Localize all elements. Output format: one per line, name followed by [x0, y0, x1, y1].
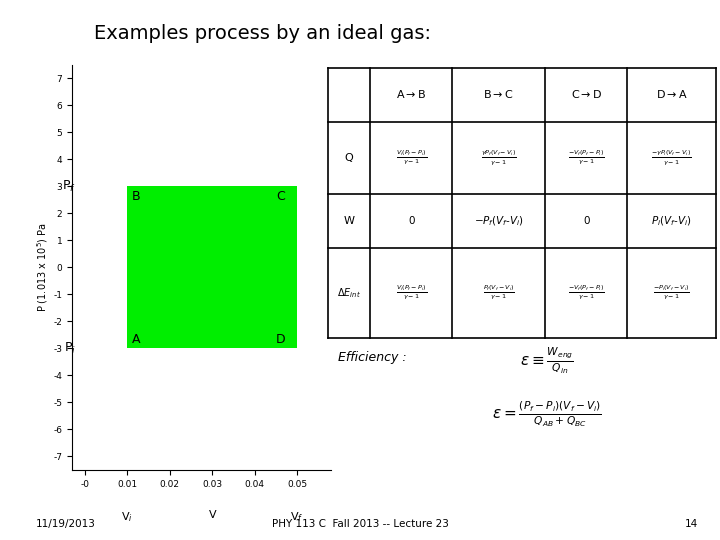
Text: $\frac{V_i(P_f-P_i)}{\gamma-1}$: $\frac{V_i(P_f-P_i)}{\gamma-1}$ — [396, 149, 427, 167]
Text: A$\rightarrow$B: A$\rightarrow$B — [396, 89, 426, 100]
Text: V$_f$: V$_f$ — [290, 510, 304, 524]
Text: $\Delta E_{int}$: $\Delta E_{int}$ — [337, 286, 361, 300]
Text: 0: 0 — [583, 217, 590, 226]
Text: V: V — [208, 510, 216, 521]
Text: PHY 113 C  Fall 2013 -- Lecture 23: PHY 113 C Fall 2013 -- Lecture 23 — [271, 519, 449, 529]
Y-axis label: P (1.013 x 10$^5$) Pa: P (1.013 x 10$^5$) Pa — [36, 222, 50, 312]
Text: 0: 0 — [408, 217, 415, 226]
Text: Q: Q — [345, 153, 354, 163]
Text: C: C — [276, 190, 284, 203]
Bar — [127, 186, 297, 348]
Text: B$\rightarrow$C: B$\rightarrow$C — [483, 89, 514, 100]
Text: C$\rightarrow$D: C$\rightarrow$D — [570, 89, 602, 100]
Text: W: W — [343, 217, 354, 226]
Text: D: D — [276, 333, 286, 346]
Text: $\frac{-P_i(V_f-V_i)}{\gamma-1}$: $\frac{-P_i(V_f-V_i)}{\gamma-1}$ — [653, 284, 690, 302]
Text: D$\rightarrow$A: D$\rightarrow$A — [656, 89, 688, 100]
Text: $-P_f(V_f$-$V_i)$: $-P_f(V_f$-$V_i)$ — [474, 214, 523, 228]
Text: 14: 14 — [685, 519, 698, 529]
Text: B: B — [132, 190, 140, 203]
Text: $\frac{V_i(P_f-P_i)}{\gamma-1}$: $\frac{V_i(P_f-P_i)}{\gamma-1}$ — [396, 284, 427, 302]
Text: $\frac{-\gamma P_i(V_f-V_i)}{\gamma-1}$: $\frac{-\gamma P_i(V_f-V_i)}{\gamma-1}$ — [652, 148, 692, 167]
Text: Efficiency :: Efficiency : — [338, 351, 407, 364]
Text: $\frac{\gamma P_f(V_f-V_i)}{\gamma-1}$: $\frac{\gamma P_f(V_f-V_i)}{\gamma-1}$ — [481, 148, 516, 167]
Text: 11/19/2013: 11/19/2013 — [36, 519, 96, 529]
Text: P$_f$: P$_f$ — [63, 179, 76, 194]
Text: A: A — [132, 333, 140, 346]
Text: $\frac{-V_f(P_f-P_i)}{\gamma-1}$: $\frac{-V_f(P_f-P_i)}{\gamma-1}$ — [568, 149, 605, 167]
Text: P$_i$: P$_i$ — [64, 341, 76, 356]
Text: $\varepsilon \equiv \frac{W_{eng}}{Q_{in}}$: $\varepsilon \equiv \frac{W_{eng}}{Q_{in… — [521, 346, 574, 376]
Text: $P_i(V_f$-$V_i)$: $P_i(V_f$-$V_i)$ — [652, 214, 692, 228]
Text: $\frac{P_f(V_f-V_i)}{\gamma-1}$: $\frac{P_f(V_f-V_i)}{\gamma-1}$ — [482, 284, 515, 302]
Text: V$_i$: V$_i$ — [122, 510, 133, 524]
Text: Examples process by an ideal gas:: Examples process by an ideal gas: — [94, 24, 431, 43]
Text: $\frac{-V_f(P_f-P_i)}{\gamma-1}$: $\frac{-V_f(P_f-P_i)}{\gamma-1}$ — [568, 284, 605, 302]
Text: $\varepsilon = \frac{(P_f - P_i)(V_f - V_i)}{Q_{AB} + Q_{BC}}$: $\varepsilon = \frac{(P_f - P_i)(V_f - V… — [492, 400, 602, 429]
